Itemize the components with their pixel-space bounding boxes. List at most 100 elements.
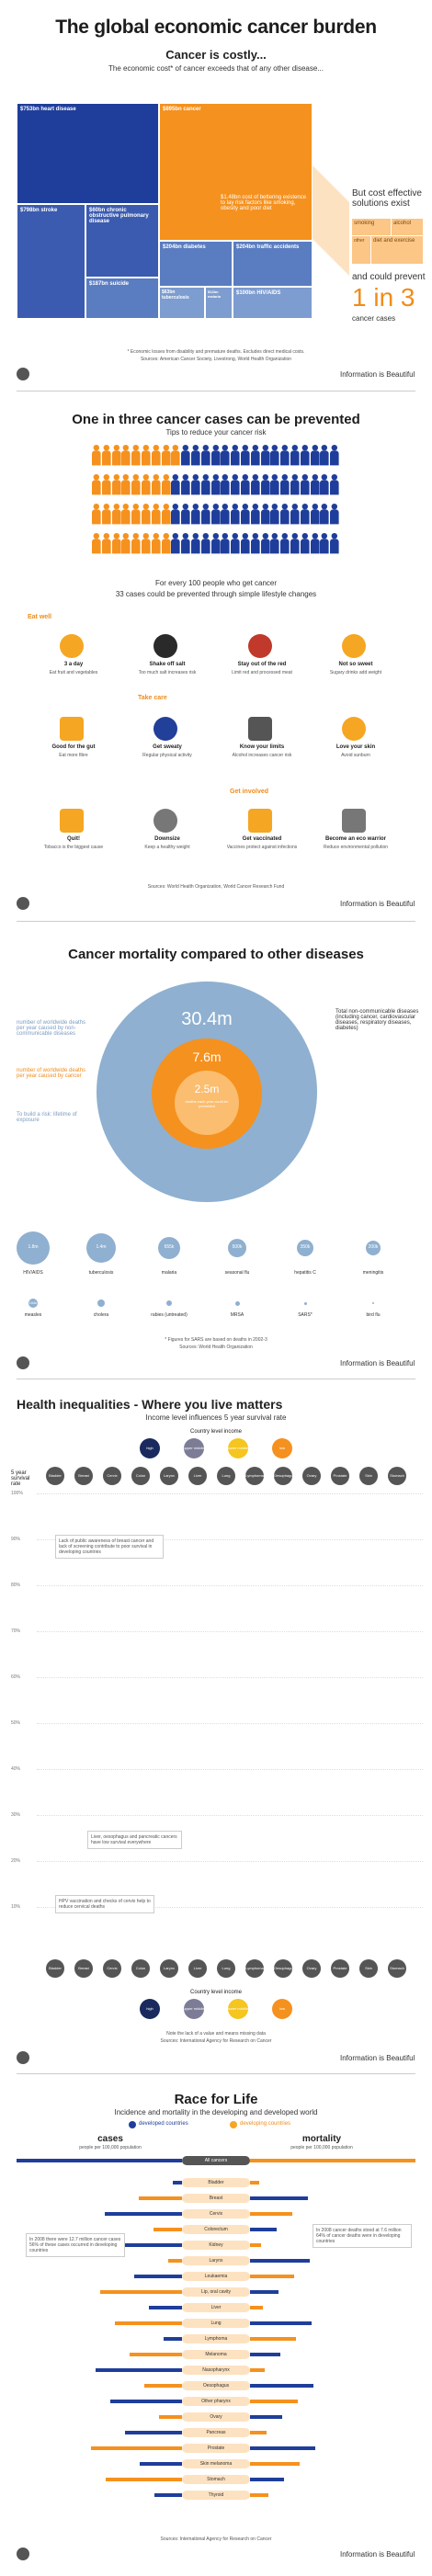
tips-row-1: 3 a day Eat fruit and vegetables Shake o…	[28, 634, 404, 689]
gridline	[37, 1723, 423, 1724]
person-head	[142, 445, 149, 451]
tip-label: Get sweaty	[153, 744, 182, 750]
legend-dot-developed	[129, 2121, 136, 2128]
person-icon	[320, 533, 329, 554]
label-cancer: number of worldwide deaths per year caus…	[17, 1068, 86, 1079]
gridline	[37, 1861, 423, 1862]
y-tick: 100%	[11, 1491, 23, 1496]
person-head	[103, 504, 109, 510]
person-head	[281, 533, 289, 539]
person-icon	[181, 445, 190, 466]
race-bar-mortality	[250, 2196, 308, 2200]
person-icon	[270, 474, 279, 495]
race-bar-mortality	[250, 2368, 265, 2372]
person-body	[121, 509, 131, 525]
person-body	[300, 450, 310, 466]
person-body	[151, 480, 161, 495]
income-legend: high upper middle lower middle low	[129, 1438, 303, 1460]
income-legend-bottom: high upper middle lower middle low	[129, 1999, 303, 2021]
person-head	[202, 445, 209, 451]
person-body	[142, 450, 151, 466]
tm-traffic: $204bn traffic accidents	[233, 241, 313, 287]
race-bar-cases	[164, 2337, 182, 2341]
solutions-heading: But cost effective solutions exist	[352, 188, 422, 209]
y-tick: 50%	[11, 1720, 21, 1726]
legend-circle	[184, 1999, 204, 2019]
person-body	[121, 480, 131, 495]
person-head	[122, 533, 130, 539]
cancer-site-circle: Colon	[131, 1467, 150, 1485]
person-head	[113, 533, 119, 539]
person-icon	[161, 533, 171, 554]
person-head	[142, 504, 149, 510]
person-icon	[320, 504, 329, 525]
race-bar-cases	[110, 2400, 182, 2403]
person-icon	[310, 504, 320, 525]
cancer-type-label: Skin melanoma	[182, 2459, 250, 2468]
take-care-label: Take care	[138, 695, 167, 701]
person-body	[161, 450, 171, 466]
cancer-site-circle: Lung	[217, 1467, 235, 1485]
cancer-type-label: Other pharynx	[182, 2397, 250, 2406]
person-body	[142, 480, 151, 495]
person-icon	[330, 445, 339, 466]
person-head	[182, 474, 189, 481]
person-body	[171, 480, 180, 495]
person-icon	[161, 445, 171, 466]
person-head	[301, 445, 308, 451]
prevented-bubble	[175, 1071, 239, 1135]
person-head	[222, 533, 229, 539]
person-head	[122, 445, 130, 451]
scale-icon	[153, 809, 177, 833]
tip-desc: Regular physical activity	[142, 753, 192, 758]
race-bar-cases-all	[17, 2159, 182, 2162]
cancer-type-label: Stomach	[182, 2475, 250, 2484]
divider	[17, 2073, 415, 2074]
tm-copd: $60bn chronic obstructive pulmonary dise…	[85, 204, 159, 278]
person-head	[182, 445, 189, 451]
person-icon	[92, 474, 101, 495]
race-bar-mortality	[250, 2228, 277, 2231]
person-body	[241, 450, 250, 466]
person-head	[312, 533, 318, 539]
brand-logo-icon	[17, 368, 29, 380]
tip-label: 3 a day	[63, 662, 84, 667]
tip-label: Stay out of the red	[237, 662, 287, 667]
tip-desc: Eat more fibre	[59, 753, 88, 758]
person-head	[262, 474, 268, 481]
divider	[17, 391, 415, 392]
person-head	[242, 474, 248, 481]
person-body	[290, 509, 300, 525]
person-body	[260, 480, 270, 495]
gridline	[37, 1677, 423, 1678]
person-icon	[200, 533, 210, 554]
person-icon	[250, 474, 260, 495]
person-body	[161, 480, 171, 495]
person-body	[330, 450, 339, 466]
person-head	[163, 445, 169, 451]
person-icon	[111, 474, 121, 495]
s1-brand: Information is Beautiful	[340, 370, 415, 379]
section4-title: Health inequalities - Where you live mat…	[17, 1397, 283, 1412]
section3-title: Cancer mortality compared to other disea…	[68, 947, 364, 962]
label-total-ncd: Total non-communicable diseases (includi…	[335, 1009, 419, 1031]
tip-desc: Limit red and processed meat	[232, 670, 292, 675]
person-body	[231, 509, 240, 525]
person-icon	[260, 533, 270, 554]
person-icon	[200, 445, 210, 466]
tips-row-2: Good for the gut Eat more fibre Get swea…	[28, 717, 404, 781]
person-body	[320, 539, 329, 554]
legend-title: Country level income	[189, 1429, 243, 1435]
person-icon	[171, 533, 180, 554]
person-head	[142, 474, 149, 481]
person-icon	[92, 504, 101, 525]
disease-value: 164k	[28, 1300, 38, 1305]
person-head	[172, 504, 179, 510]
legend-developing: developing countries	[240, 2121, 291, 2127]
person-icon	[300, 474, 310, 495]
race-bar-cases	[96, 2368, 182, 2372]
tip-desc: Alcohol increases cancer risk	[232, 753, 292, 758]
cancer-site-circle: Cervix	[103, 1959, 121, 1978]
person-body	[280, 539, 290, 554]
cancer-site-circle: Liver	[188, 1959, 207, 1978]
